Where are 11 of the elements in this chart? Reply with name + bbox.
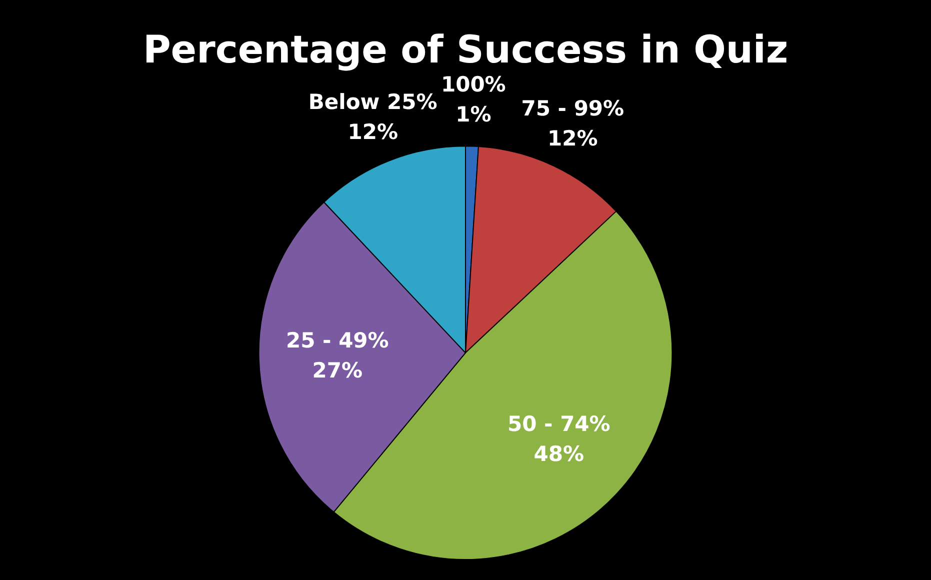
slice-label: Below 25%	[308, 90, 438, 114]
data-label: 12%	[548, 126, 598, 151]
slice-label: 50 - 74%	[508, 412, 610, 436]
data-label: 12%	[348, 120, 398, 144]
slice-label: 25 - 49%	[286, 328, 389, 352]
slice-label: 75 - 99%	[521, 96, 624, 121]
slice-label: 100%	[440, 72, 506, 97]
data-label: 1%	[456, 102, 492, 127]
chart-title: Percentage of Success in Quiz	[142, 28, 788, 72]
data-label: 27%	[312, 358, 363, 382]
data-label: 48%	[534, 442, 584, 466]
